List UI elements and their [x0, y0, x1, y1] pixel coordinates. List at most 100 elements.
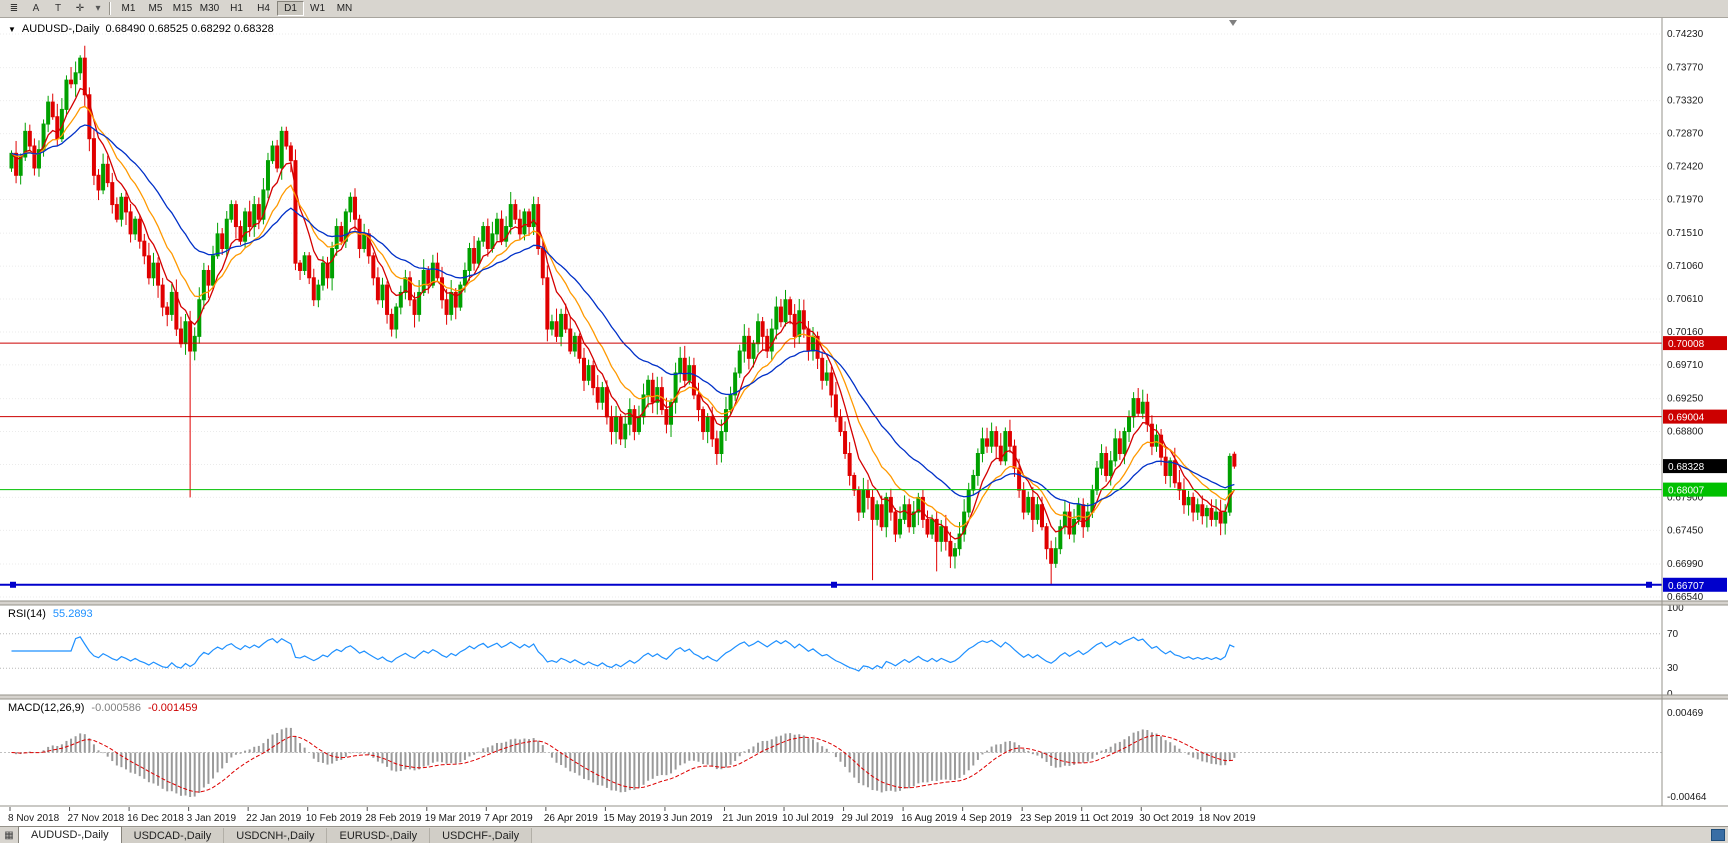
svg-text:23 Sep 2019: 23 Sep 2019: [1020, 813, 1077, 824]
tab-label: USDCNH-,Daily: [236, 829, 315, 842]
svg-text:19 Mar 2019: 19 Mar 2019: [425, 813, 482, 824]
svg-text:0.69004: 0.69004: [1668, 413, 1705, 424]
svg-text:16 Aug 2019: 16 Aug 2019: [901, 813, 958, 824]
toolbar-separator: [109, 2, 111, 15]
svg-text:0.66540: 0.66540: [1667, 592, 1704, 603]
svg-text:0.69710: 0.69710: [1667, 360, 1704, 371]
macd-panel[interactable]: 0.00469 -0.00464: [0, 708, 1707, 803]
chart-shift-marker[interactable]: [1229, 20, 1237, 26]
svg-text:0.67900: 0.67900: [1667, 492, 1704, 503]
period-mn-button[interactable]: MN: [331, 1, 358, 16]
tab-usdchf-daily[interactable]: USDCHF-,Daily: [430, 828, 533, 843]
collapse-chevron-icon[interactable]: ▼: [8, 24, 16, 34]
period-h4-button[interactable]: H4: [250, 1, 277, 16]
svg-text:0.68007: 0.68007: [1668, 486, 1705, 497]
toolbar: ≣ A T ✛ ▾ M1 M5 M15 M30 H1 H4 D1 W1 MN: [0, 0, 1728, 18]
date-axis[interactable]: 8 Nov 2018 27 Nov 2018 16 Dec 2018 3 Jan 20…: [0, 805, 1728, 824]
macd-indicator-name: MACD(12,26,9): [8, 702, 85, 714]
svg-text:30 Oct 2019: 30 Oct 2019: [1139, 813, 1194, 824]
tab-label: USDCHF-,Daily: [442, 829, 520, 842]
macd-signal-line: [11, 734, 1235, 793]
svg-text:-0.00464: -0.00464: [1667, 792, 1707, 803]
svg-text:30: 30: [1667, 663, 1679, 674]
tab-eurusd-daily[interactable]: EURUSD-,Daily: [327, 828, 431, 843]
period-m5-button[interactable]: M5: [142, 1, 169, 16]
symbol-title: AUDUSD-,Daily: [21, 23, 100, 35]
text-tool-icon[interactable]: T: [48, 1, 68, 16]
svg-text:0.70610: 0.70610: [1667, 294, 1704, 305]
svg-text:0.66707: 0.66707: [1668, 581, 1705, 592]
period-d1-button[interactable]: D1: [277, 1, 304, 16]
price-axis[interactable]: 0.74230 0.73770 0.73320 0.72870 0.72420 0.719…: [1667, 29, 1704, 603]
svg-text:3 Jun 2019: 3 Jun 2019: [663, 813, 713, 824]
svg-text:21 Jun 2019: 21 Jun 2019: [722, 813, 777, 824]
svg-text:0.69250: 0.69250: [1667, 394, 1704, 405]
svg-text:0.74230: 0.74230: [1667, 29, 1704, 40]
svg-text:0.67450: 0.67450: [1667, 525, 1704, 536]
candles-layer: [9, 45, 1237, 586]
tab-label: USDCAD-,Daily: [133, 829, 212, 842]
svg-text:7 Apr 2019: 7 Apr 2019: [484, 813, 533, 824]
moving-average-lines: [11, 87, 1235, 540]
svg-text:27 Nov 2018: 27 Nov 2018: [68, 813, 125, 824]
svg-text:0.72870: 0.72870: [1667, 129, 1704, 140]
period-m15-button[interactable]: M15: [169, 1, 196, 16]
rsi-current-value: 55.2893: [52, 608, 93, 620]
svg-text:100: 100: [1667, 603, 1684, 614]
tab-audusd-daily[interactable]: AUDUSD-,Daily: [18, 826, 122, 843]
svg-text:8 Nov 2018: 8 Nov 2018: [8, 813, 60, 824]
chart-header: ▼ AUDUSD-,Daily 0.68490 0.68525 0.68292 …: [8, 23, 274, 35]
macd-signal-value: -0.001459: [147, 702, 198, 714]
period-h1-button[interactable]: H1: [223, 1, 250, 16]
svg-text:0.66990: 0.66990: [1667, 559, 1704, 570]
svg-text:0.71970: 0.71970: [1667, 194, 1704, 205]
svg-text:0.73320: 0.73320: [1667, 96, 1704, 107]
svg-text:11 Oct 2019: 11 Oct 2019: [1080, 813, 1134, 824]
svg-text:0.00469: 0.00469: [1667, 708, 1704, 719]
macd-current-value: -0.000586: [91, 702, 141, 714]
svg-text:26 Apr 2019: 26 Apr 2019: [544, 813, 598, 824]
svg-text:16 Dec 2018: 16 Dec 2018: [127, 813, 184, 824]
dropdown-caret-icon[interactable]: ▾: [92, 1, 104, 16]
rsi-line: [11, 636, 1235, 672]
grid-layer: [0, 33, 1662, 598]
svg-text:0.73770: 0.73770: [1667, 63, 1704, 74]
macd-header: MACD(12,26,9) -0.000586 -0.001459: [8, 702, 198, 714]
svg-text:18 Nov 2019: 18 Nov 2019: [1199, 813, 1256, 824]
chart-tabs-bar: ▦ AUDUSD-,Daily USDCAD-,Daily USDCNH-,Da…: [0, 826, 1728, 843]
svg-text:28 Feb 2019: 28 Feb 2019: [365, 813, 422, 824]
svg-text:0.71510: 0.71510: [1667, 228, 1704, 239]
svg-text:70: 70: [1667, 629, 1679, 640]
period-w1-button[interactable]: W1: [304, 1, 331, 16]
rsi-indicator-name: RSI(14): [8, 608, 46, 620]
objects-icon[interactable]: ✛: [70, 1, 90, 16]
svg-text:22 Jan 2019: 22 Jan 2019: [246, 813, 301, 824]
svg-text:15 May 2019: 15 May 2019: [603, 813, 661, 824]
svg-text:29 Jul 2019: 29 Jul 2019: [842, 813, 894, 824]
ohlc-values: 0.68490 0.68525 0.68292 0.68328: [105, 23, 274, 35]
tab-scroll-button[interactable]: [1711, 829, 1725, 841]
svg-text:3 Jan 2019: 3 Jan 2019: [187, 813, 237, 824]
tab-usdcnh-daily[interactable]: USDCNH-,Daily: [224, 828, 328, 843]
pointer-tool-icon[interactable]: A: [26, 1, 46, 16]
svg-text:0.72420: 0.72420: [1667, 162, 1704, 173]
svg-text:0.68328: 0.68328: [1668, 462, 1705, 473]
window-icon[interactable]: ▦: [0, 828, 18, 843]
svg-text:4 Sep 2019: 4 Sep 2019: [961, 813, 1013, 824]
horizontal-lines-layer[interactable]: 0.70008 0.69004 0.68007 0.66707 0.68328: [0, 336, 1727, 592]
svg-text:10 Feb 2019: 10 Feb 2019: [306, 813, 363, 824]
tab-usdcad-daily[interactable]: USDCAD-,Daily: [121, 828, 225, 843]
svg-text:0.70008: 0.70008: [1668, 339, 1705, 350]
svg-text:10 Jul 2019: 10 Jul 2019: [782, 813, 834, 824]
svg-text:0.68800: 0.68800: [1667, 427, 1704, 438]
tab-label: AUDUSD-,Daily: [31, 829, 109, 841]
tab-label: EURUSD-,Daily: [339, 829, 418, 842]
menu-icon[interactable]: ≣: [4, 1, 24, 16]
period-m1-button[interactable]: M1: [115, 1, 142, 16]
period-m30-button[interactable]: M30: [196, 1, 223, 16]
panel-splitters[interactable]: [0, 600, 1728, 700]
svg-text:0.70160: 0.70160: [1667, 327, 1704, 338]
rsi-header: RSI(14) 55.2893: [8, 608, 93, 620]
